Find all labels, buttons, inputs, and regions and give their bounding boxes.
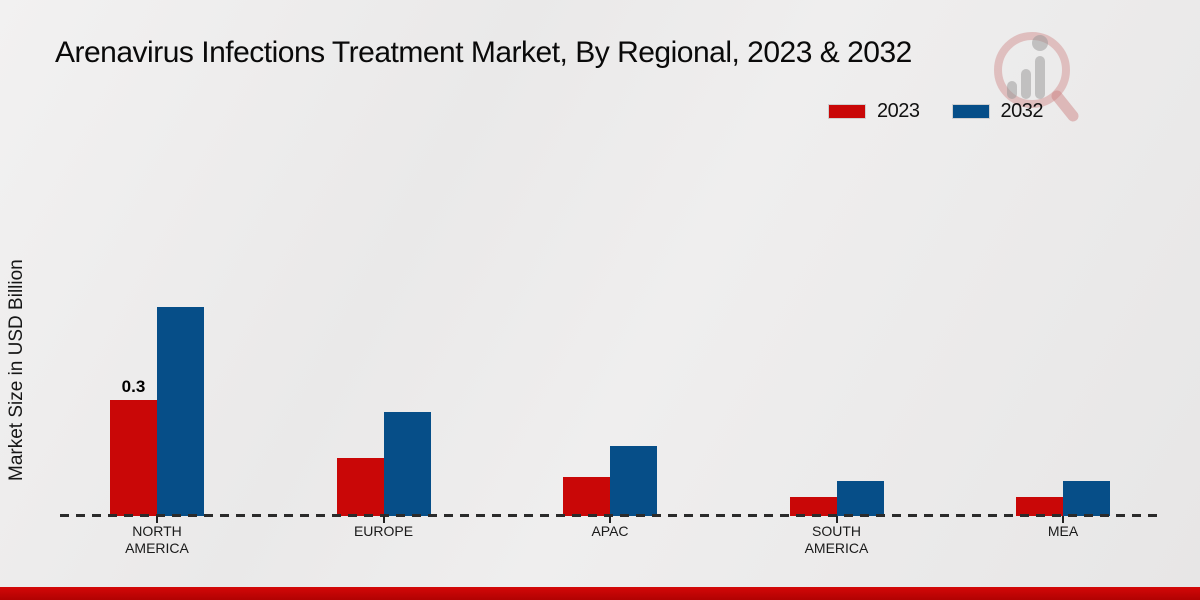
x-axis-label-south-america: SOUTH AMERICA (804, 523, 869, 556)
x-axis-tick (382, 516, 385, 523)
legend-label-2032: 2032 (1000, 100, 1044, 122)
bar-2023-europe (336, 458, 384, 516)
x-axis-label-apac: APAC (591, 523, 629, 539)
x-axis-tick (609, 516, 611, 523)
bar-value-label: 0.3 (121, 377, 146, 396)
legend-swatch-2032-icon (951, 104, 990, 119)
legend-label-2023: 2023 (877, 100, 920, 122)
legend: 2023 2032 (828, 100, 1043, 123)
legend-item-2023: 2023 (828, 100, 920, 123)
bar-2032-mea (1063, 481, 1110, 516)
bar-2023-north-america (110, 400, 157, 516)
legend-item-2032: 2032 (951, 100, 1044, 123)
x-axis-tick (156, 516, 158, 523)
x-axis-label-mea: MEA (1047, 523, 1079, 539)
bar-2023-mea (1016, 497, 1063, 516)
footer-red-bar (0, 587, 1200, 600)
bar-2032-europe (383, 412, 431, 516)
magnifier-bar-chart-logo-watermark-icon (994, 32, 1079, 122)
bar-2023-apac (563, 477, 610, 516)
chart-title: Arenavirus Infections Treatment Market, … (55, 36, 912, 69)
x-axis-label-north-america: NORTH AMERICA (125, 523, 189, 556)
bar-2023-south-america (789, 497, 837, 516)
bar-2032-apac (610, 446, 657, 516)
x-axis-tick (835, 516, 838, 523)
bar-2032-north-america (157, 307, 204, 516)
legend-swatch-2023-icon (828, 104, 866, 119)
x-axis-tick (1062, 516, 1064, 523)
x-axis-label-europe: EUROPE (353, 523, 414, 539)
x-axis-baseline (60, 514, 1162, 517)
bar-2032-south-america (836, 481, 884, 516)
